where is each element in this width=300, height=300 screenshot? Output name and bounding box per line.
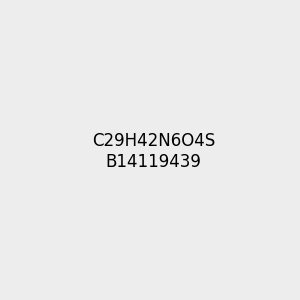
Text: C29H42N6O4S
B14119439: C29H42N6O4S B14119439	[92, 132, 215, 171]
